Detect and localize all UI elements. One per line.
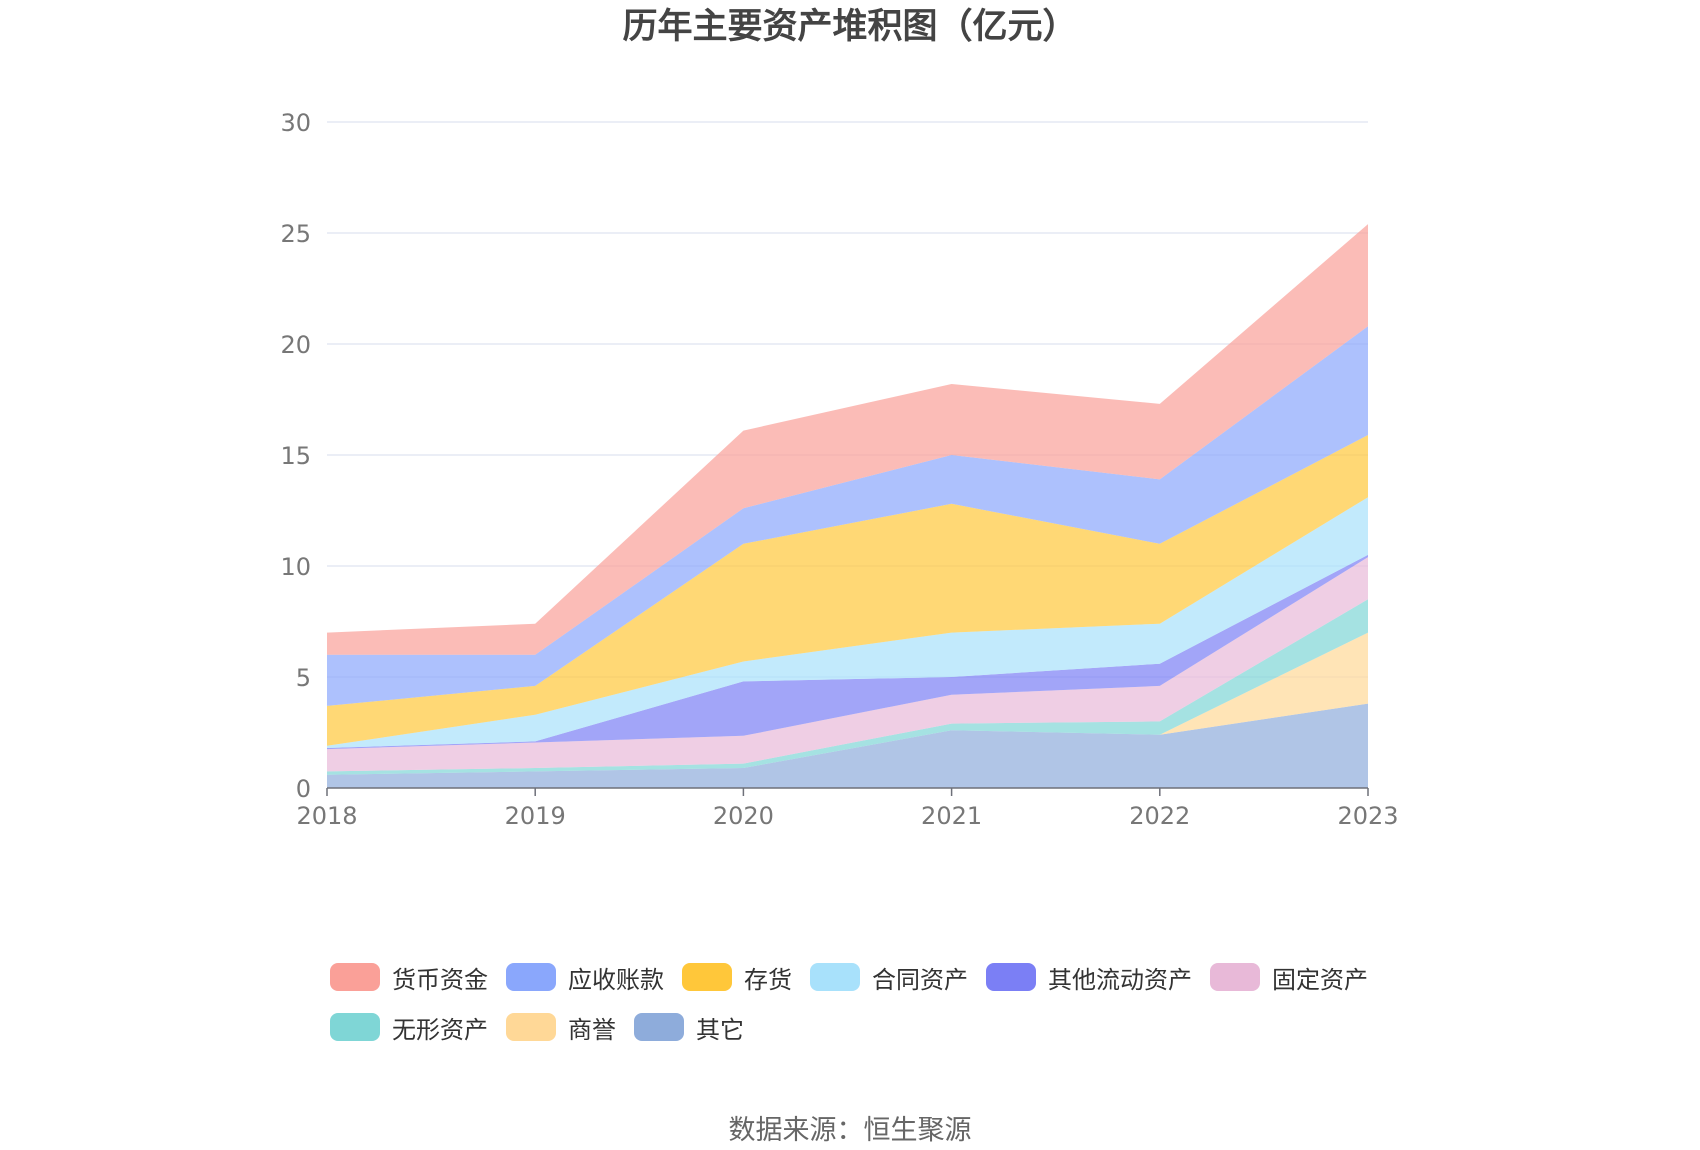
legend-label: 固定资产 — [1272, 965, 1368, 994]
area-series-应收账款[interactable] — [327, 326, 1368, 706]
area-series-其它[interactable] — [327, 703, 1368, 788]
legend-swatch — [1210, 963, 1260, 991]
legend-item-固定资产[interactable]: 固定资产 — [1210, 958, 1368, 996]
legend-label: 无形资产 — [392, 1015, 488, 1044]
legend-item-其他流动资产[interactable]: 其他流动资产 — [986, 958, 1192, 996]
x-tick-label: 2022 — [1129, 802, 1190, 830]
legend-label: 存货 — [744, 965, 792, 994]
y-tick-label: 5 — [296, 664, 311, 692]
legend-label: 合同资产 — [872, 965, 968, 994]
legend-swatch — [810, 963, 860, 991]
y-tick-label: 10 — [280, 553, 311, 581]
y-tick-label: 25 — [280, 220, 311, 248]
y-tick-label: 20 — [280, 331, 311, 359]
legend-item-其它[interactable]: 其它 — [634, 1008, 744, 1046]
chart-legend: 货币资金 应收账款 存货 合同资产 其他流动资产 固定资产无形资产 商誉 其它 — [330, 958, 1410, 1046]
legend-item-货币资金[interactable]: 货币资金 — [330, 958, 488, 996]
legend-item-应收账款[interactable]: 应收账款 — [506, 958, 664, 996]
chart-title: 历年主要资产堆积图（亿元） — [622, 7, 1078, 47]
legend-label: 商誉 — [568, 1015, 616, 1044]
area-series-存货[interactable] — [327, 435, 1368, 746]
x-tick-label: 2018 — [296, 802, 357, 830]
y-tick-label: 15 — [280, 442, 311, 470]
legend-item-存货[interactable]: 存货 — [682, 958, 792, 996]
legend-swatch — [506, 963, 556, 991]
legend-item-商誉[interactable]: 商誉 — [506, 1008, 616, 1046]
area-series-无形资产[interactable] — [327, 599, 1368, 775]
legend-label: 其它 — [696, 1015, 744, 1044]
legend-label: 货币资金 — [392, 965, 488, 994]
x-tick-label: 2020 — [713, 802, 774, 830]
legend-swatch — [330, 963, 380, 991]
x-tick-label: 2023 — [1337, 802, 1398, 830]
legend-label: 应收账款 — [568, 965, 664, 994]
legend-swatch — [634, 1013, 684, 1041]
area-series-固定资产[interactable] — [327, 557, 1368, 772]
data-source-note: 数据来源：恒生聚源 — [728, 1115, 972, 1146]
area-series-货币资金[interactable] — [327, 224, 1368, 655]
y-tick-label: 30 — [280, 109, 311, 137]
x-tick-label: 2019 — [505, 802, 566, 830]
legend-item-合同资产[interactable]: 合同资产 — [810, 958, 968, 996]
legend-item-无形资产[interactable]: 无形资产 — [330, 1008, 488, 1046]
legend-swatch — [506, 1013, 556, 1041]
x-tick-label: 2021 — [921, 802, 982, 830]
legend-label: 其他流动资产 — [1048, 965, 1192, 994]
area-series-其他流动资产[interactable] — [327, 554, 1368, 750]
y-tick-label: 0 — [296, 775, 311, 803]
legend-swatch — [682, 963, 732, 991]
legend-swatch — [330, 1013, 380, 1041]
legend-swatch — [986, 963, 1036, 991]
